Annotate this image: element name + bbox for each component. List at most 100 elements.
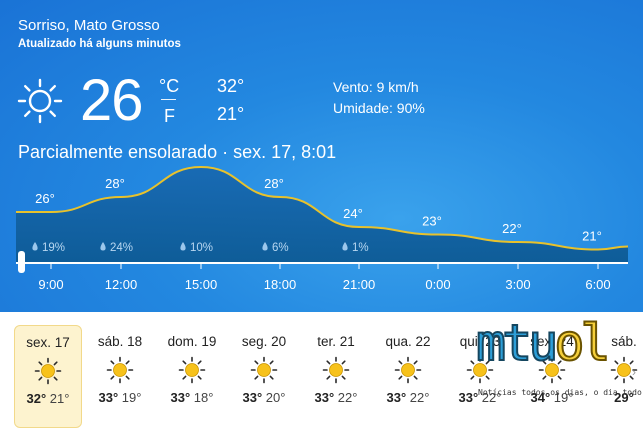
hourly-forecast-chart[interactable]: 9:00 12:00 15:00 18:00 21:00 0:00 3:00 6:00 26° 2…: [0, 164, 643, 312]
day-card[interactable]: sáb. 18 33° 19°: [86, 325, 154, 428]
precipitation-label: 6%: [272, 242, 289, 254]
raindrop-icon: [262, 242, 268, 251]
sun-icon: [34, 357, 62, 385]
unit-fahrenheit-toggle[interactable]: F: [164, 106, 175, 126]
daily-forecast-strip: sex. 17 32° 21° sáb. 18 33° 19° dom. 19 33° 1…: [0, 312, 643, 432]
sun-icon: [610, 356, 638, 384]
temperature-label: 21°: [582, 229, 602, 244]
watermark-brand: mtuol: [475, 313, 612, 373]
temperature-label: 24°: [343, 206, 363, 221]
temperature-label: 26°: [35, 191, 55, 206]
raindrop-icon: [180, 242, 186, 251]
day-card[interactable]: seg. 20 33° 20°: [230, 325, 298, 428]
updated-status: Atualizado há alguns minutos: [18, 38, 181, 50]
precipitation-label: 19%: [42, 242, 65, 254]
temperature-label: 22°: [502, 221, 522, 236]
condition-summary: Parcialmente ensolarado · sex. 17, 8:01: [18, 142, 337, 162]
day-name: sáb.: [611, 334, 637, 349]
location-name[interactable]: Sorriso, Mato Grosso: [18, 17, 160, 34]
next-days-arrow[interactable]: ›: [632, 365, 636, 379]
temperature-label: 28°: [105, 176, 125, 191]
day-low: 19°: [550, 390, 574, 405]
day-high: 33°: [314, 390, 335, 405]
time-label: 15:00: [185, 277, 218, 292]
day-high: 29°: [614, 390, 634, 405]
time-label: 0:00: [425, 277, 450, 292]
today-low: 21°: [217, 104, 245, 124]
raindrop-icon: [100, 242, 106, 251]
sun-icon: [466, 356, 494, 384]
time-label: 3:00: [505, 277, 530, 292]
day-temperatures: 33° 20°: [230, 390, 298, 405]
time-label: 12:00: [105, 277, 138, 292]
raindrop-icon: [32, 242, 38, 251]
day-temperatures: 33° 22°: [302, 390, 370, 405]
day-temperatures: 33° 22°: [446, 390, 514, 405]
day-low: 22°: [478, 390, 502, 405]
day-high: 34°: [530, 390, 551, 405]
raindrop-icon: [342, 242, 348, 251]
day-low: 21°: [46, 391, 70, 406]
time-label: 18:00: [264, 277, 297, 292]
day-temperatures: 34° 19°: [518, 390, 586, 405]
day-name: sáb. 18: [97, 334, 143, 349]
day-name: sex. 24: [530, 334, 574, 349]
sun-icon: [106, 356, 134, 384]
day-low: 19°: [118, 390, 142, 405]
temperature-label: 28°: [264, 176, 284, 191]
day-card[interactable]: qui. 23 33° 22°: [446, 325, 514, 428]
day-temperatures: 32° 21°: [15, 391, 81, 406]
day-temperatures: 33° 22°: [374, 390, 442, 405]
sun-icon: [250, 356, 278, 384]
day-high: 33°: [458, 390, 479, 405]
current-temperature: 26: [80, 68, 144, 133]
precipitation-label: 24%: [110, 242, 133, 254]
day-low: 20°: [262, 390, 286, 405]
day-name: qua. 22: [385, 334, 431, 349]
day-high: 33°: [242, 390, 263, 405]
day-low: 22°: [334, 390, 358, 405]
unit-celsius-toggle[interactable]: °C: [159, 76, 180, 96]
precipitation-label: 10%: [190, 242, 213, 254]
sun-icon: [538, 356, 566, 384]
day-high: 33°: [98, 390, 119, 405]
today-high: 32°: [217, 76, 245, 96]
sun-icon: [394, 356, 422, 384]
current-weather-panel: Sorriso, Mato Grosso Atualizado há algun…: [0, 0, 643, 312]
time-label: 21:00: [343, 277, 376, 292]
day-temperatures: 33° 19°: [86, 390, 154, 405]
day-temperatures: 29°: [590, 390, 643, 405]
day-high: 33°: [170, 390, 191, 405]
day-name: seg. 20: [241, 334, 287, 349]
day-name: ter. 21: [317, 334, 355, 349]
day-high: 32°: [26, 391, 47, 406]
day-card[interactable]: sex. 24 34° 19°: [518, 325, 586, 428]
day-high: 33°: [386, 390, 407, 405]
humidity: Umidade: 90%: [333, 100, 425, 116]
day-name: qui. 23: [459, 334, 501, 349]
temperature-line: [15, 165, 629, 251]
watermark-logo: mtuol Notícias todos os dias, o dia todo…: [470, 313, 643, 418]
day-card[interactable]: dom. 19 33° 18°: [158, 325, 226, 428]
time-label: 9:00: [38, 277, 63, 292]
temperature-label: 23°: [422, 214, 442, 229]
chart-scroll-handle[interactable]: [18, 251, 25, 273]
precipitation-label: 1%: [352, 242, 369, 254]
day-low: 22°: [406, 390, 430, 405]
day-name: dom. 19: [167, 334, 217, 349]
unit-divider: [161, 99, 176, 100]
day-temperatures: 33° 18°: [158, 390, 226, 405]
watermark-tagline: Notícias todos os dias, o dia todo.: [478, 388, 643, 397]
day-card[interactable]: sáb. 29°: [590, 325, 643, 428]
day-card[interactable]: ter. 21 33° 22°: [302, 325, 370, 428]
wind-speed: Vento: 9 km/h: [333, 79, 419, 95]
sun-icon: [322, 356, 350, 384]
time-label: 6:00: [585, 277, 610, 292]
day-card[interactable]: sex. 17 32° 21°: [14, 325, 82, 428]
day-name: sex. 17: [26, 335, 70, 350]
sun-icon: [178, 356, 206, 384]
day-low: 18°: [190, 390, 214, 405]
sun-icon: [17, 78, 63, 124]
day-card[interactable]: qua. 22 33° 22°: [374, 325, 442, 428]
